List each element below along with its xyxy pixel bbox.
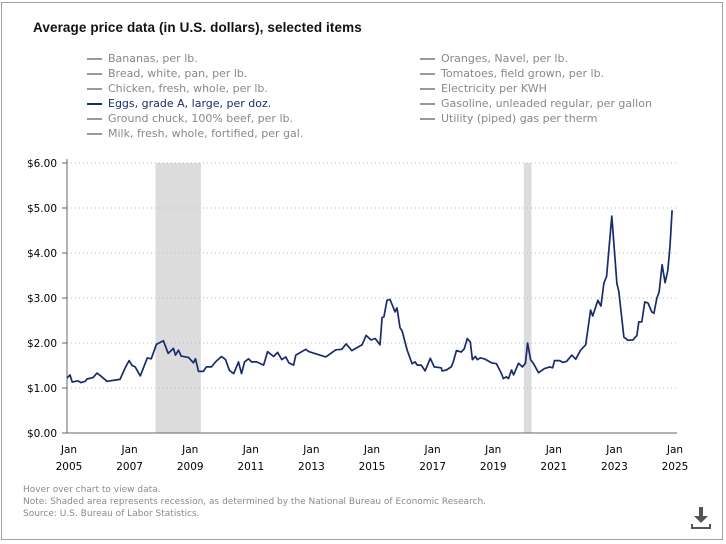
x-tick-month: Jan — [605, 444, 622, 456]
legend-swatch-icon — [87, 102, 102, 105]
legend-swatch-icon — [87, 87, 102, 90]
x-tick-year: 2017 — [419, 461, 446, 473]
legend-item[interactable]: Bananas, per lb. — [87, 51, 303, 66]
legend-label: Oranges, Navel, per lb. — [441, 52, 568, 65]
legend-item[interactable]: Milk, fresh, whole, fortified, per gal. — [87, 126, 303, 141]
legend-item[interactable]: Eggs, grade A, large, per doz. — [87, 96, 303, 111]
legend-swatch-icon — [87, 117, 102, 120]
x-tick-year: 2009 — [177, 461, 204, 473]
legend-item[interactable]: Ground chuck, 100% beef, per lb. — [87, 111, 303, 126]
x-tick-month: Jan — [545, 444, 562, 456]
legend-swatch-icon — [420, 102, 435, 105]
legend-swatch-icon — [420, 57, 435, 60]
legend-label: Eggs, grade A, large, per doz. — [108, 97, 272, 110]
legend-swatch-icon — [87, 72, 102, 75]
x-tick-month: Jan — [121, 444, 138, 456]
legend-label: Gasoline, unleaded regular, per gallon — [441, 97, 652, 110]
download-icon — [691, 507, 711, 529]
x-tick-year: 2011 — [237, 461, 264, 473]
legend-label: Tomatoes, field grown, per lb. — [441, 67, 605, 80]
y-tick-label: $6.00 — [27, 158, 57, 170]
x-tick-year: 2025 — [662, 461, 689, 473]
legend-label: Electricity per KWH — [441, 82, 547, 95]
chart-title: Average price data (in U.S. dollars), se… — [33, 20, 362, 35]
x-tick-month: Jan — [484, 444, 501, 456]
legend-item[interactable]: Utility (piped) gas per therm — [420, 111, 652, 126]
legend-label: Bananas, per lb. — [108, 52, 198, 65]
legend-item[interactable]: Oranges, Navel, per lb. — [420, 51, 652, 66]
legend-item[interactable]: Chicken, fresh, whole, per lb. — [87, 81, 303, 96]
x-tick-month: Jan — [666, 444, 683, 456]
legend-swatch-icon — [420, 87, 435, 90]
download-button[interactable] — [689, 505, 713, 531]
hover-hint: Hover over chart to view data. — [23, 485, 161, 495]
legend-label: Milk, fresh, whole, fortified, per gal. — [108, 127, 304, 140]
legend-item[interactable]: Bread, white, pan, per lb. — [87, 66, 303, 81]
y-tick-label: $0.00 — [27, 428, 57, 440]
legend-right: Oranges, Navel, per lb. Tomatoes, field g… — [420, 51, 652, 126]
legend-label: Utility (piped) gas per therm — [441, 112, 598, 125]
legend-label: Ground chuck, 100% beef, per lb. — [108, 112, 293, 125]
legend-swatch-icon — [420, 72, 435, 75]
recession-note: Note: Shaded area represents recession, … — [23, 497, 487, 507]
chart-notes: Hover over chart to view data. Note: Sha… — [23, 484, 486, 520]
x-tick-year: 2007 — [116, 461, 143, 473]
x-tick-month: Jan — [363, 444, 380, 456]
x-tick-year: 2019 — [480, 461, 507, 473]
source-note: Source: U.S. Bureau of Labor Statistics. — [23, 509, 200, 519]
x-tick-year: 2021 — [540, 461, 567, 473]
series-line-eggs[interactable] — [66, 210, 673, 384]
legend-left: Bananas, per lb. Bread, white, pan, per l… — [87, 51, 303, 141]
x-tick-month: Jan — [242, 444, 259, 456]
x-tick-year: 2013 — [298, 461, 325, 473]
x-tick-month: Jan — [424, 444, 441, 456]
y-tick-label: $5.00 — [27, 203, 57, 215]
legend-item[interactable]: Gasoline, unleaded regular, per gallon — [420, 96, 652, 111]
y-tick-label: $4.00 — [27, 248, 57, 260]
legend-item[interactable]: Tomatoes, field grown, per lb. — [420, 66, 652, 81]
legend-label: Chicken, fresh, whole, per lb. — [108, 82, 268, 95]
x-tick-month: Jan — [181, 444, 198, 456]
recession-band — [155, 163, 201, 433]
y-tick-label: $2.00 — [27, 338, 57, 350]
legend-swatch-icon — [420, 117, 435, 120]
y-tick-label: $1.00 — [27, 383, 57, 395]
x-tick-year: 2023 — [601, 461, 628, 473]
legend-item[interactable]: Electricity per KWH — [420, 81, 652, 96]
x-tick-year: 2005 — [56, 461, 83, 473]
y-tick-label: $3.00 — [27, 293, 57, 305]
legend-label: Bread, white, pan, per lb. — [108, 67, 248, 80]
x-tick-month: Jan — [60, 444, 77, 456]
legend-swatch-icon — [87, 57, 102, 60]
x-tick-month: Jan — [302, 444, 319, 456]
legend-swatch-icon — [87, 132, 102, 135]
x-tick-year: 2015 — [359, 461, 386, 473]
